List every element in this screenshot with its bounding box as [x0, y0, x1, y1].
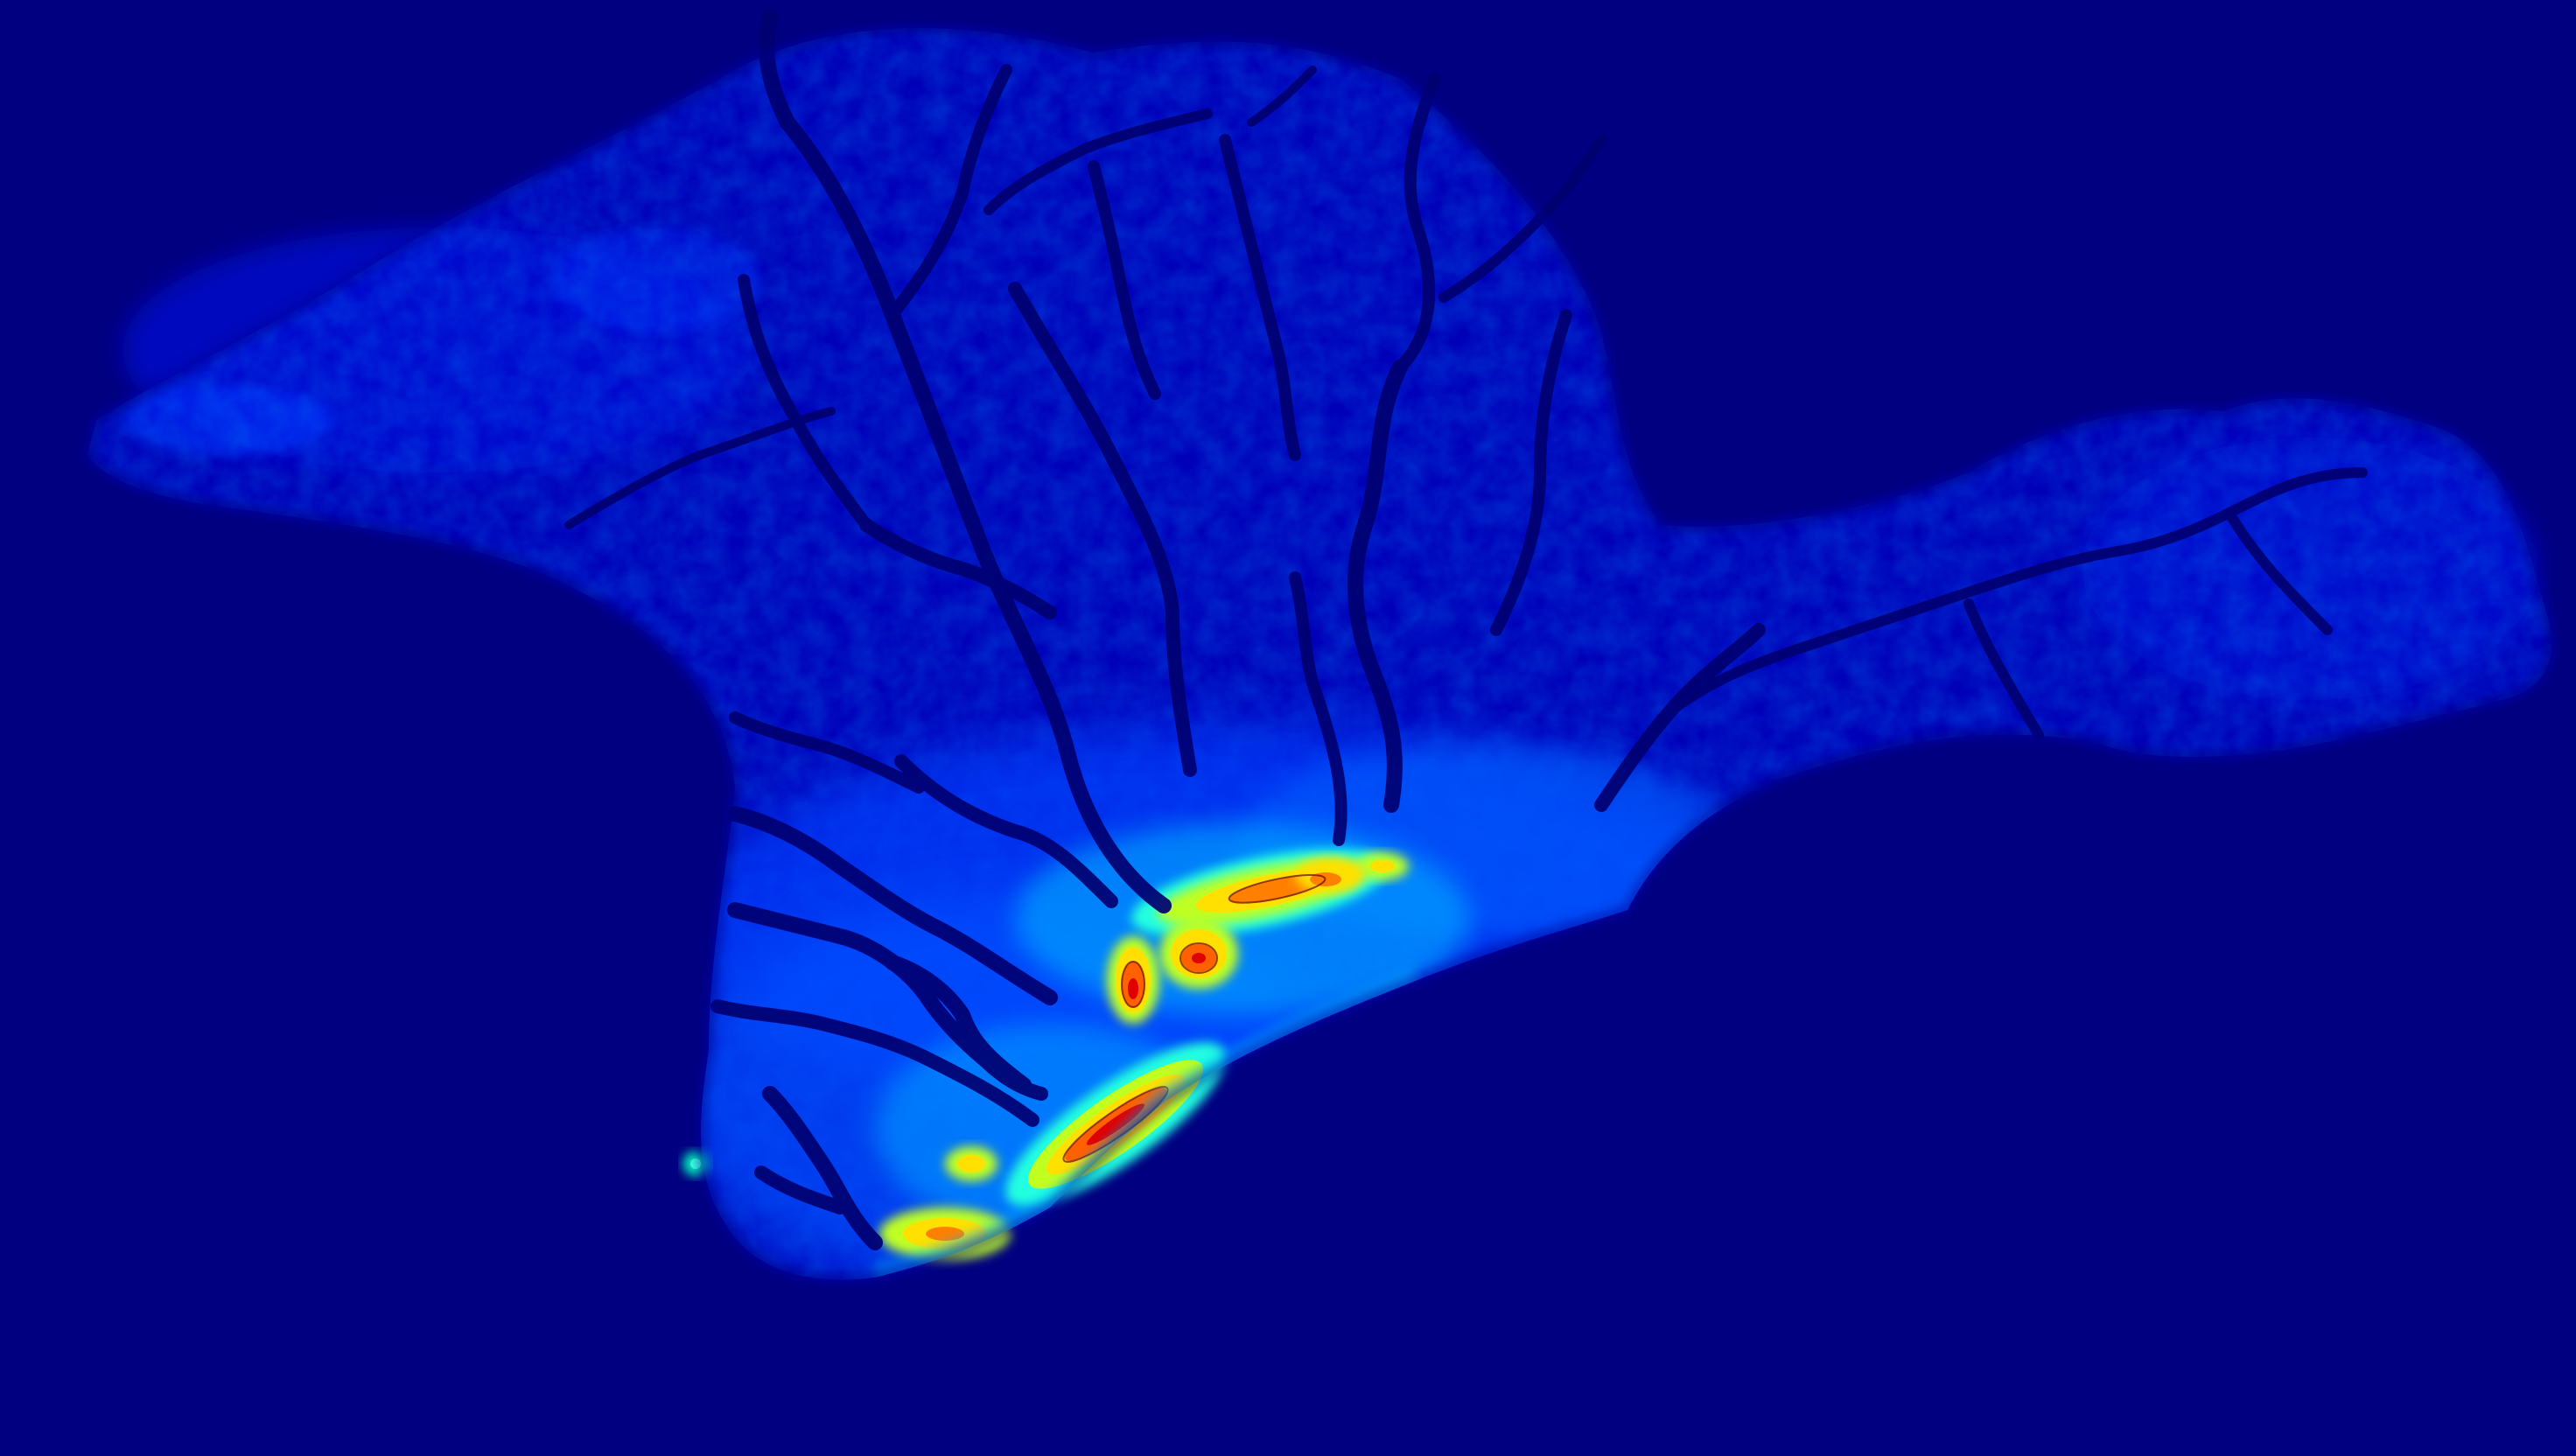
peak-cluster-4: [945, 1146, 998, 1181]
peak-cluster-1: [1159, 919, 1238, 989]
coastline: [82, 24, 2557, 1284]
peak-cluster-2: [1107, 936, 1159, 1024]
river-valleys: [564, 10, 2368, 1250]
peak-cluster-5: [1356, 852, 1409, 880]
